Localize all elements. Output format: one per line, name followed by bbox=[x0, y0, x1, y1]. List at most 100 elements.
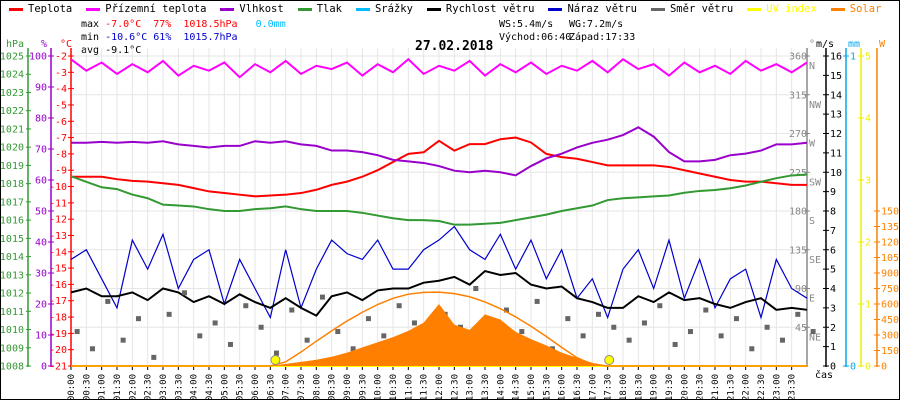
temperature-tick-label: -9 bbox=[55, 166, 67, 177]
time-tick-label: 12:30 bbox=[450, 374, 460, 399]
wind-direction-point bbox=[319, 294, 325, 300]
pressure-tick-label: 1011 bbox=[1, 307, 24, 318]
temperature-tick-label: -10 bbox=[49, 182, 67, 193]
time-tick-label: 20:00 bbox=[680, 374, 690, 399]
compass-label: NW bbox=[809, 100, 822, 111]
legend-item[interactable]: Srážky bbox=[355, 3, 413, 15]
time-tick-label: 04:00 bbox=[190, 374, 200, 399]
temperature-tick-label: -15 bbox=[49, 264, 67, 275]
time-tick-label: 07:30 bbox=[297, 374, 307, 399]
temperature-tick-label: -12 bbox=[49, 215, 67, 226]
legend: Teplota Přízemní teplota Vlhkost Tlak Srážky… bbox=[9, 3, 881, 15]
time-tick-label: 21:30 bbox=[726, 374, 736, 399]
humidity-tick-label: 0 bbox=[41, 362, 47, 373]
compass-label: W bbox=[809, 139, 816, 150]
compass-label: E bbox=[809, 294, 815, 305]
legend-swatch-icon bbox=[426, 7, 441, 11]
series-line bbox=[71, 126, 808, 177]
legend-item[interactable]: Tlak bbox=[297, 3, 342, 15]
pressure-tick-label: 1018 bbox=[1, 179, 24, 190]
wind-speed-tick-label: 0 bbox=[830, 362, 836, 373]
series-line bbox=[70, 269, 808, 317]
legend-item[interactable]: Teplota bbox=[9, 3, 72, 15]
sun-marker-icon bbox=[604, 355, 615, 365]
wind-direction-point bbox=[335, 329, 341, 335]
pressure-tick-label: 1016 bbox=[1, 216, 24, 227]
temperature-tick-label: -16 bbox=[49, 280, 67, 291]
time-tick-label: 05:30 bbox=[236, 374, 246, 399]
legend-item[interactable]: Vlhkost bbox=[220, 3, 284, 15]
wind-direction-point bbox=[687, 329, 693, 335]
min-label: min bbox=[81, 32, 100, 43]
temperature-tick-label: -4 bbox=[55, 84, 67, 95]
max-temp: -7.0°C bbox=[105, 19, 142, 30]
time-tick-label: 22:00 bbox=[742, 374, 752, 399]
humidity-tick-label: 40 bbox=[35, 238, 47, 249]
pressure-tick-label: 1012 bbox=[1, 289, 24, 300]
legend-label: UV index bbox=[766, 3, 817, 15]
time-tick-label: 23:00 bbox=[772, 374, 782, 399]
temperature-tick-label: -17 bbox=[49, 296, 67, 307]
pressure-tick-label: 1014 bbox=[1, 252, 24, 263]
temperature-axis-title: °C bbox=[60, 39, 72, 50]
humidity-axis-title: % bbox=[41, 39, 47, 50]
legend-swatch-icon bbox=[747, 7, 762, 11]
uv-tick-label: 4 bbox=[865, 114, 871, 125]
wind-direction-point bbox=[626, 337, 632, 343]
time-tick-label: 15:30 bbox=[542, 374, 552, 399]
legend-item[interactable]: Směr větru bbox=[650, 3, 733, 15]
wind-direction-tick-label: 270 bbox=[789, 129, 807, 140]
legend-swatch-icon bbox=[650, 7, 665, 11]
wind-speed-tick-label: 7 bbox=[830, 226, 836, 237]
legend-item[interactable]: Rychlost větru bbox=[426, 3, 534, 15]
pressure-tick-label: 1017 bbox=[1, 197, 24, 208]
humidity-tick-label: 80 bbox=[35, 114, 47, 125]
solar-area bbox=[71, 304, 807, 366]
series-0 bbox=[71, 136, 807, 198]
series-2 bbox=[71, 126, 808, 177]
wind-direction-point bbox=[473, 286, 479, 291]
pressure-tick-label: 1022 bbox=[1, 106, 24, 117]
humidity-tick-label: 60 bbox=[35, 176, 47, 187]
wind-speed-tick-label: 4 bbox=[830, 284, 836, 295]
pressure-tick-label: 1008 bbox=[1, 362, 24, 373]
humidity-tick-label: 10 bbox=[35, 331, 47, 342]
wind-speed-tick-label: 5 bbox=[830, 265, 836, 276]
time-tick-label: 16:00 bbox=[558, 374, 568, 399]
wind-direction-tick-label: 360 bbox=[789, 52, 807, 63]
wind-direction-point bbox=[166, 311, 172, 317]
time-tick-label: 10:30 bbox=[389, 374, 399, 399]
temperature-tick-label: -5 bbox=[55, 100, 67, 111]
series-line bbox=[70, 173, 808, 226]
wind-speed-tick-label: 11 bbox=[830, 148, 842, 159]
time-tick-label: 16:30 bbox=[573, 374, 583, 399]
wind-speed-stat: WS:5.4m/s bbox=[499, 19, 554, 30]
legend-item[interactable]: Solar bbox=[830, 3, 881, 15]
wind-direction-point bbox=[212, 320, 218, 326]
temperature-tick-label: -13 bbox=[49, 231, 67, 242]
time-tick-label: 02:00 bbox=[128, 374, 138, 399]
sunrise-stat: Východ:06:40 bbox=[499, 32, 572, 43]
wind-direction-point bbox=[381, 333, 387, 339]
legend-swatch-icon bbox=[86, 7, 101, 11]
wind-direction-point bbox=[657, 303, 663, 309]
wind-speed-tick-label: 16 bbox=[830, 52, 842, 63]
uv-tick-label: 3 bbox=[865, 176, 871, 187]
stats-max-row: max -7.0°C 77% 1018.5hPa 0.0mm bbox=[81, 19, 286, 30]
legend-item[interactable]: Přízemní teplota bbox=[86, 3, 206, 15]
wind-direction-point bbox=[703, 307, 709, 313]
temperature-tick-label: -14 bbox=[49, 247, 67, 258]
humidity-tick-label: 70 bbox=[35, 145, 47, 156]
wind-direction-point bbox=[503, 307, 509, 313]
time-tick-label: 03:00 bbox=[159, 374, 169, 399]
humidity-tick-label: 50 bbox=[35, 207, 47, 218]
legend-item[interactable]: Náraz větru bbox=[548, 3, 637, 15]
pressure-tick-label: 1020 bbox=[1, 143, 24, 154]
legend-swatch-icon bbox=[9, 7, 23, 11]
time-tick-label: 18:30 bbox=[634, 374, 644, 399]
series-line bbox=[70, 57, 808, 79]
legend-item[interactable]: UV index bbox=[747, 3, 817, 15]
time-tick-label: 17:30 bbox=[604, 374, 614, 399]
wind-direction-point bbox=[580, 333, 586, 339]
wind-direction-point bbox=[350, 346, 356, 352]
